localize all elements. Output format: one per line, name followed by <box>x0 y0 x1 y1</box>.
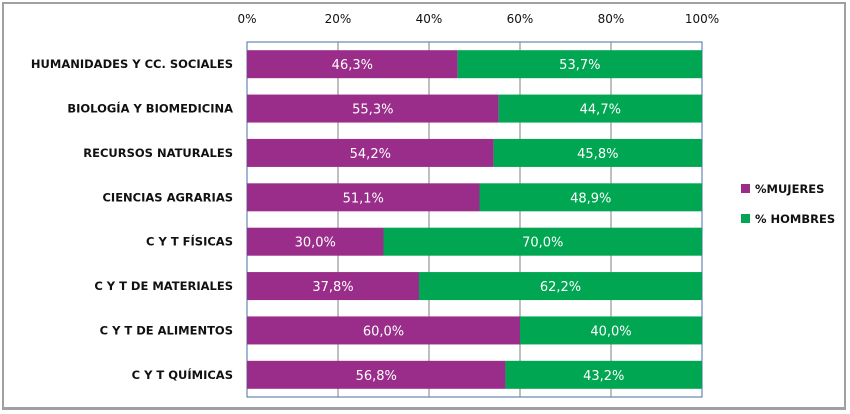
bar-segment <box>247 227 384 256</box>
bar-segment <box>498 94 702 123</box>
legend-label: % HOMBRES <box>755 212 835 226</box>
bar-segment <box>247 183 480 212</box>
x-axis-ticks: 0% 20% 40% 60% 80% 100% <box>237 12 719 26</box>
category-label: C Y T QUÍMICAS <box>132 367 233 382</box>
x-tick-label: 100% <box>685 12 719 26</box>
data-label: 60,0% <box>363 324 404 339</box>
bar-segment <box>247 316 520 345</box>
category-label: HUMANIDADES Y CC. SOCIALES <box>31 57 233 71</box>
data-label: 37,8% <box>312 280 353 295</box>
bar-segment <box>383 227 702 256</box>
bar-segment <box>247 94 499 123</box>
data-label: 70,0% <box>522 236 563 251</box>
legend-swatch <box>741 214 750 223</box>
legend-label: %MUJERES <box>755 182 824 196</box>
bar-segment <box>505 360 702 389</box>
data-label: 56,8% <box>356 369 397 384</box>
legend-swatch <box>741 184 750 193</box>
bar-segment <box>247 50 458 79</box>
bar-segment <box>479 183 702 212</box>
bar-segment <box>247 138 494 167</box>
bar-segment <box>247 272 419 301</box>
category-label: RECURSOS NATURALES <box>83 146 233 160</box>
data-label: 62,2% <box>540 280 581 295</box>
x-tick-label: 60% <box>507 12 534 26</box>
bar-segment <box>520 316 702 345</box>
category-label: CIENCIAS AGRARIAS <box>102 190 233 204</box>
x-tick-label: 40% <box>416 12 443 26</box>
category-labels: HUMANIDADES Y CC. SOCIALES BIOLOGÍA Y BIO… <box>31 57 233 382</box>
bar-segment <box>457 50 702 79</box>
data-label: 53,7% <box>559 58 600 73</box>
bar-segment <box>493 138 702 167</box>
data-label: 43,2% <box>583 369 624 384</box>
legend: %MUJERES % HOMBRES <box>741 182 835 226</box>
category-label: C Y T DE ALIMENTOS <box>100 323 233 337</box>
data-label: 30,0% <box>295 236 336 251</box>
data-label: 44,7% <box>580 103 621 118</box>
x-tick-label: 80% <box>598 12 625 26</box>
x-tick-label: 0% <box>237 12 256 26</box>
category-label: BIOLOGÍA Y BIOMEDICINA <box>67 101 233 116</box>
data-label: 46,3% <box>332 58 373 73</box>
data-label: 51,1% <box>343 191 384 206</box>
bar-segment <box>418 272 702 301</box>
bars: 46,3% 53,7% 55,3% 44,7% 54,2% 45,8% 51,1% 48,9%… <box>247 50 702 389</box>
bar-segment <box>247 360 506 389</box>
data-label: 55,3% <box>352 103 393 118</box>
data-label: 54,2% <box>350 147 391 162</box>
x-tick-label: 20% <box>325 12 352 26</box>
category-label: C Y T DE MATERIALES <box>94 279 233 293</box>
category-label: C Y T FÍSICAS <box>146 234 233 249</box>
data-label: 45,8% <box>577 147 618 162</box>
data-label: 48,9% <box>570 191 611 206</box>
data-label: 40,0% <box>590 324 631 339</box>
